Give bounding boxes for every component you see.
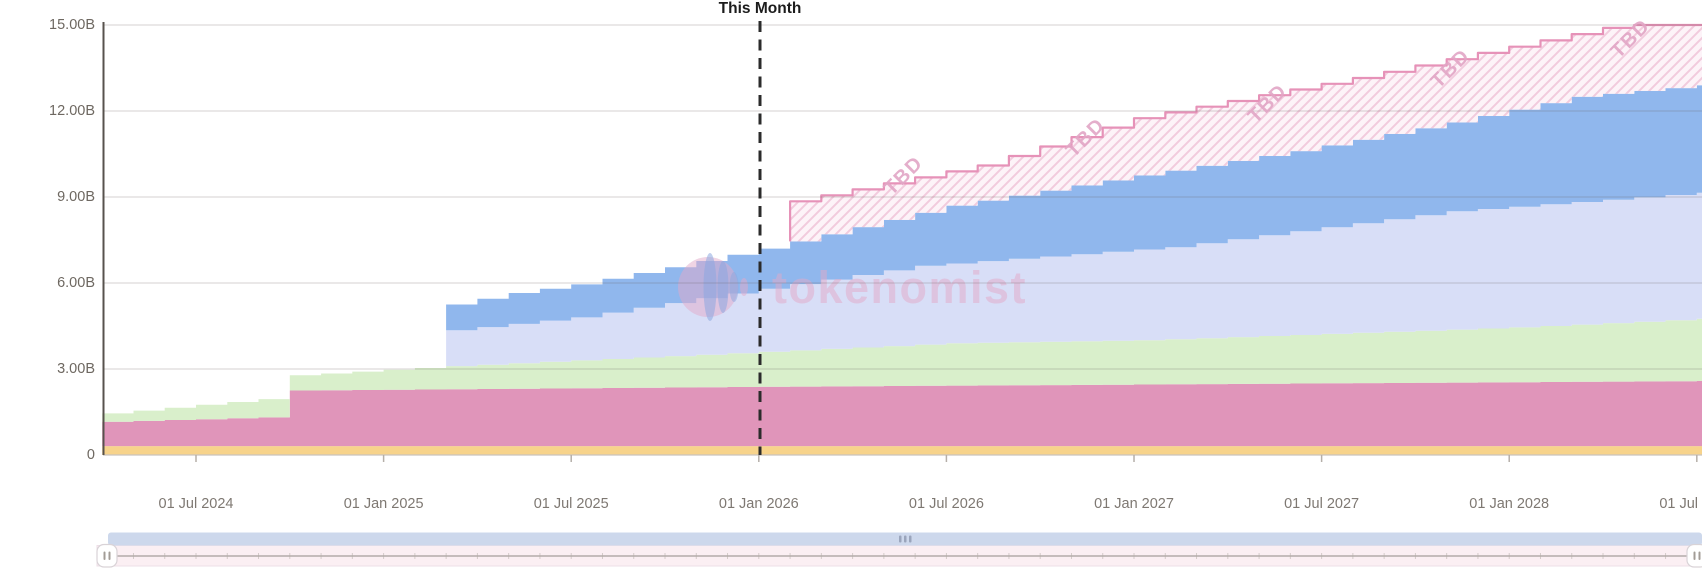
plot-area[interactable]	[102, 23, 1702, 455]
handle-grip-icon	[1698, 551, 1701, 560]
y-axis-label: 0	[87, 447, 95, 463]
band-green-band[interactable]	[102, 318, 1702, 422]
band-orange-band[interactable]	[102, 446, 1702, 455]
handle-grip-icon	[103, 551, 106, 560]
navigator[interactable]	[96, 532, 1702, 568]
tbd-band-outline	[789, 23, 1702, 242]
x-axis-label: 01 Jul 2028	[1659, 496, 1702, 512]
handle-grip-icon	[108, 551, 111, 560]
x-axis-label: 01 Jan 2026	[719, 496, 799, 512]
handle-grip-icon	[1693, 551, 1696, 560]
band-rose-band[interactable]	[102, 381, 1702, 447]
band-tbd-projected-band[interactable]	[790, 25, 1702, 242]
x-axis-label: 01 Jan 2027	[1094, 496, 1174, 512]
y-axis-label: 3.00B	[57, 361, 95, 377]
this-month-marker: This Month	[719, 0, 802, 455]
y-axis-label: 12.00B	[49, 103, 95, 119]
y-axis-label: 15.00B	[49, 17, 95, 33]
scrollbar-grip-icon[interactable]	[899, 535, 902, 543]
x-axis-label: 01 Jul 2024	[159, 496, 234, 512]
x-axis-label: 01 Jan 2025	[344, 496, 424, 512]
navigator-left-handle[interactable]	[96, 543, 118, 568]
scrollbar-grip-icon[interactable]	[904, 535, 907, 543]
x-axis-label: 01 Jan 2028	[1469, 496, 1549, 512]
watermark: tokenomist	[678, 253, 1027, 321]
navigator-right-handle[interactable]	[1686, 543, 1702, 568]
x-axis-label: 01 Jul 2027	[1284, 496, 1359, 512]
y-axis-label: 9.00B	[57, 189, 95, 205]
scrollbar-grip-icon[interactable]	[909, 535, 912, 543]
this-month-label: This Month	[719, 0, 802, 17]
axes: 0 3.00B 6.00B 9.00B 12.00B 15.00B 01 Jul 2024 0…	[49, 17, 1702, 512]
watermark-text: tokenomist	[772, 262, 1027, 313]
y-axis-label: 6.00B	[57, 275, 95, 291]
x-axis-label: 01 Jul 2026	[909, 496, 984, 512]
x-axis-label: 01 Jul 2025	[534, 496, 609, 512]
